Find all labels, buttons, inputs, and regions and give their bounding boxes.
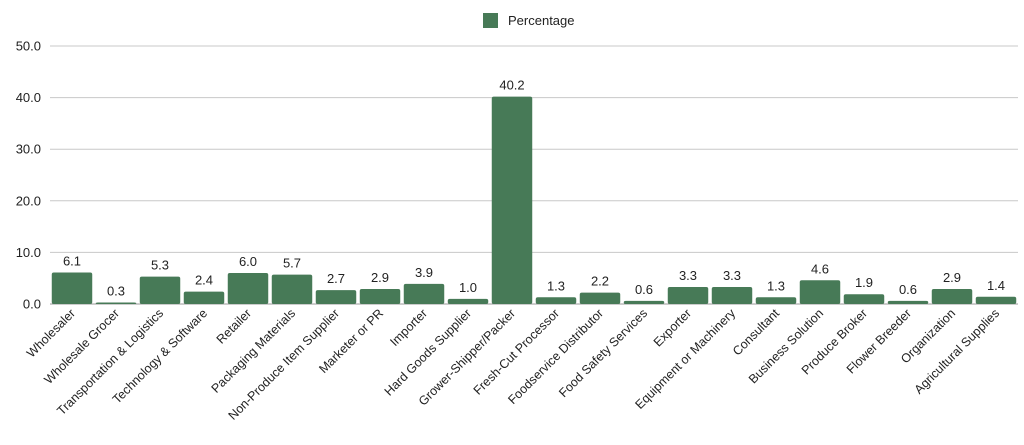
data-label: 1.3	[767, 278, 785, 293]
data-label: 2.2	[591, 274, 609, 289]
x-tick-label: Business Solution	[746, 306, 826, 386]
bar	[799, 280, 841, 304]
data-label: 3.3	[723, 268, 741, 283]
x-tick-label: Agricultural Supplies	[912, 306, 1002, 396]
data-label: 0.3	[107, 283, 125, 298]
bar	[887, 300, 929, 304]
data-label: 0.6	[635, 282, 653, 297]
bar	[51, 272, 93, 304]
legend: Percentage	[483, 13, 575, 28]
bar	[227, 273, 269, 304]
data-label: 1.3	[547, 278, 565, 293]
bar	[447, 298, 489, 304]
data-label: 40.2	[499, 78, 524, 93]
x-tick-label: Importer	[387, 306, 430, 349]
legend-label: Percentage	[508, 13, 575, 28]
y-tick-label: 30.0	[16, 142, 41, 157]
y-tick-label: 10.0	[16, 245, 41, 260]
bar	[931, 289, 973, 304]
x-tick-label: Packaging Materials	[209, 306, 298, 395]
data-label: 6.0	[239, 254, 257, 269]
data-label: 1.4	[987, 278, 1005, 293]
x-tick-label: Hard Goods Supplier	[382, 306, 474, 398]
x-tick-label: Wholesale Grocer	[41, 306, 122, 387]
data-label: 3.9	[415, 265, 433, 280]
bar	[975, 296, 1017, 304]
x-tick-label: Retailer	[214, 306, 254, 346]
bar	[667, 286, 709, 304]
bar	[139, 276, 181, 304]
data-label: 1.0	[459, 280, 477, 295]
bars	[51, 96, 1017, 305]
y-tick-label: 20.0	[16, 193, 41, 208]
legend-swatch	[483, 13, 498, 28]
bar	[579, 292, 621, 304]
bar	[271, 274, 313, 304]
bar	[403, 283, 445, 304]
bar	[755, 297, 797, 304]
data-label: 0.6	[899, 282, 917, 297]
data-label: 2.9	[371, 270, 389, 285]
data-label: 6.1	[63, 254, 81, 269]
gridlines	[50, 45, 1018, 305]
bar	[359, 289, 401, 304]
y-tick-label: 0.0	[23, 297, 41, 312]
data-label: 5.7	[283, 256, 301, 271]
bar	[535, 297, 577, 304]
x-tick-label: Fresh-Cut Processor	[471, 306, 562, 397]
bar	[95, 302, 137, 304]
data-label: 4.6	[811, 261, 829, 276]
data-label: 2.4	[195, 273, 213, 288]
data-label: 3.3	[679, 268, 697, 283]
bar	[315, 290, 357, 304]
data-label: 5.3	[151, 258, 169, 273]
bar	[843, 294, 885, 304]
x-tick-label: Exporter	[651, 306, 694, 349]
bar	[183, 291, 225, 304]
bar	[623, 300, 665, 304]
data-label: 2.9	[943, 270, 961, 285]
data-label: 2.7	[327, 271, 345, 286]
y-axis-ticks: 0.0 10.0 20.0 30.0 40.0 50.0	[16, 39, 41, 312]
x-tick-label: Food Safety Services	[556, 306, 650, 400]
bar	[711, 286, 753, 304]
y-tick-label: 40.0	[16, 90, 41, 105]
data-labels: 6.1 0.3 5.3 2.4 6.0 5.7 2.7 2.9 3.9 1.0 40.2 1.3 2.2…	[63, 78, 1005, 299]
y-tick-label: 50.0	[16, 39, 41, 54]
bar	[491, 96, 533, 305]
data-label: 1.9	[855, 275, 873, 290]
